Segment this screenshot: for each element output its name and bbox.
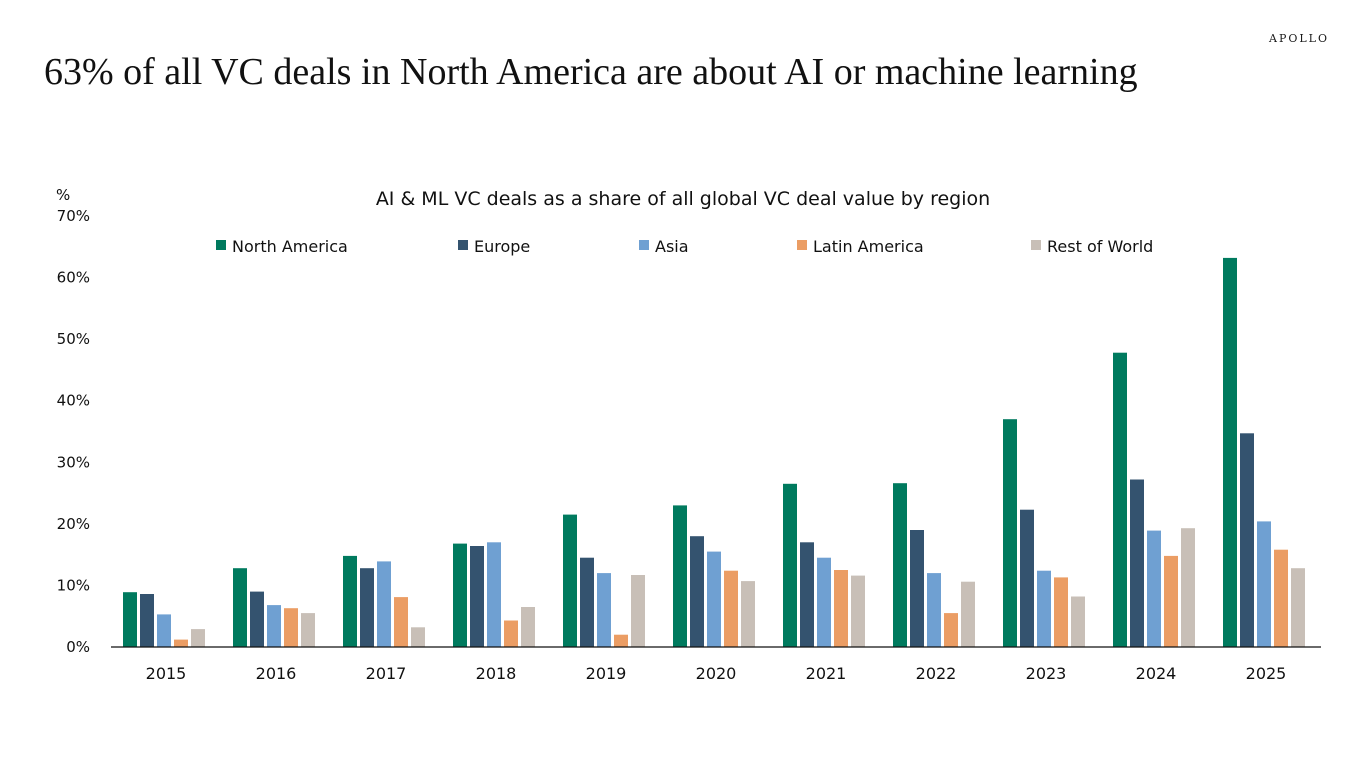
bar (301, 613, 315, 647)
bar-series (123, 257, 1305, 647)
x-axis-ticks: 2015 2016 2017 2018 2019 2020 2021 2022 2023 2024… (146, 664, 1287, 683)
x-tick-label: 2016 (256, 664, 297, 683)
x-tick-label: 2023 (1026, 664, 1067, 683)
bar (411, 627, 425, 647)
bar (394, 597, 408, 647)
legend-swatch (639, 240, 649, 250)
x-tick-label: 2022 (916, 664, 957, 683)
bar (360, 568, 374, 647)
bar (580, 557, 594, 647)
y-tick-label: 40% (57, 392, 90, 410)
legend-swatch (1031, 240, 1041, 250)
page-headline: 63% of all VC deals in North America are… (44, 51, 1138, 93)
bar (741, 581, 755, 647)
x-tick-label: 2020 (696, 664, 737, 683)
legend-swatch (216, 240, 226, 250)
bar (1003, 419, 1017, 647)
bar (724, 570, 738, 647)
y-tick-label: 30% (57, 453, 90, 471)
bar (504, 620, 518, 647)
bar (597, 573, 611, 647)
bar (487, 542, 501, 647)
bar (707, 551, 721, 647)
bar (927, 573, 941, 647)
brand-logo: APOLLO (1269, 32, 1329, 45)
bar (174, 639, 188, 647)
x-tick-label: 2017 (366, 664, 407, 683)
bar (800, 542, 814, 647)
bar (1181, 528, 1195, 647)
bar (140, 594, 154, 647)
x-tick-label: 2025 (1246, 664, 1287, 683)
bar (453, 543, 467, 647)
bar (1113, 352, 1127, 647)
bar (1223, 257, 1237, 647)
y-axis-ticks: 0% 10% 20% 30% 40% 50% 60% 70% (57, 207, 90, 656)
y-tick-label: 0% (66, 638, 90, 656)
y-tick-label: 70% (57, 207, 90, 225)
bar (1257, 521, 1271, 647)
bar (614, 634, 628, 647)
x-tick-label: 2021 (806, 664, 847, 683)
legend-swatch (458, 240, 468, 250)
bar (1240, 433, 1254, 647)
bar (1274, 549, 1288, 647)
bar (284, 608, 298, 647)
bar (944, 613, 958, 647)
y-tick-label: 60% (57, 269, 90, 287)
bar (1130, 479, 1144, 647)
bar (1147, 530, 1161, 647)
x-tick-label: 2024 (1136, 664, 1177, 683)
bar (1020, 509, 1034, 647)
bar (521, 607, 535, 647)
bar (267, 605, 281, 647)
legend-swatch (797, 240, 807, 250)
bar (1071, 596, 1085, 647)
x-tick-label: 2019 (586, 664, 627, 683)
x-tick-label: 2018 (476, 664, 517, 683)
chart-legend: North America Europe Asia Latin America Rest… (216, 237, 1153, 256)
bar (893, 483, 907, 647)
bar (563, 514, 577, 647)
bar (673, 505, 687, 647)
legend-label: North America (232, 237, 348, 256)
bar (834, 570, 848, 647)
bar (817, 557, 831, 647)
bar (690, 536, 704, 647)
x-tick-label: 2015 (146, 664, 187, 683)
y-axis-unit-label: % (56, 186, 70, 204)
bar (910, 530, 924, 647)
legend-label: Latin America (813, 237, 924, 256)
bar (470, 546, 484, 647)
bar (961, 581, 975, 647)
chart-title: AI & ML VC deals as a share of all globa… (376, 188, 990, 210)
bar (233, 568, 247, 647)
bar (851, 575, 865, 647)
y-tick-label: 20% (57, 515, 90, 533)
bar (377, 561, 391, 647)
bar (1037, 570, 1051, 647)
legend-label: Asia (655, 237, 689, 256)
y-tick-label: 10% (57, 576, 90, 594)
bar (250, 591, 264, 647)
bar (157, 614, 171, 647)
bar (1164, 555, 1178, 647)
bar (191, 629, 205, 647)
bar (783, 483, 797, 647)
legend-label: Rest of World (1047, 237, 1153, 256)
bar (1291, 568, 1305, 647)
bar (1054, 577, 1068, 647)
bar (631, 575, 645, 647)
bar (343, 555, 357, 647)
legend-label: Europe (474, 237, 530, 256)
y-tick-label: 50% (57, 330, 90, 348)
bar (123, 592, 137, 647)
